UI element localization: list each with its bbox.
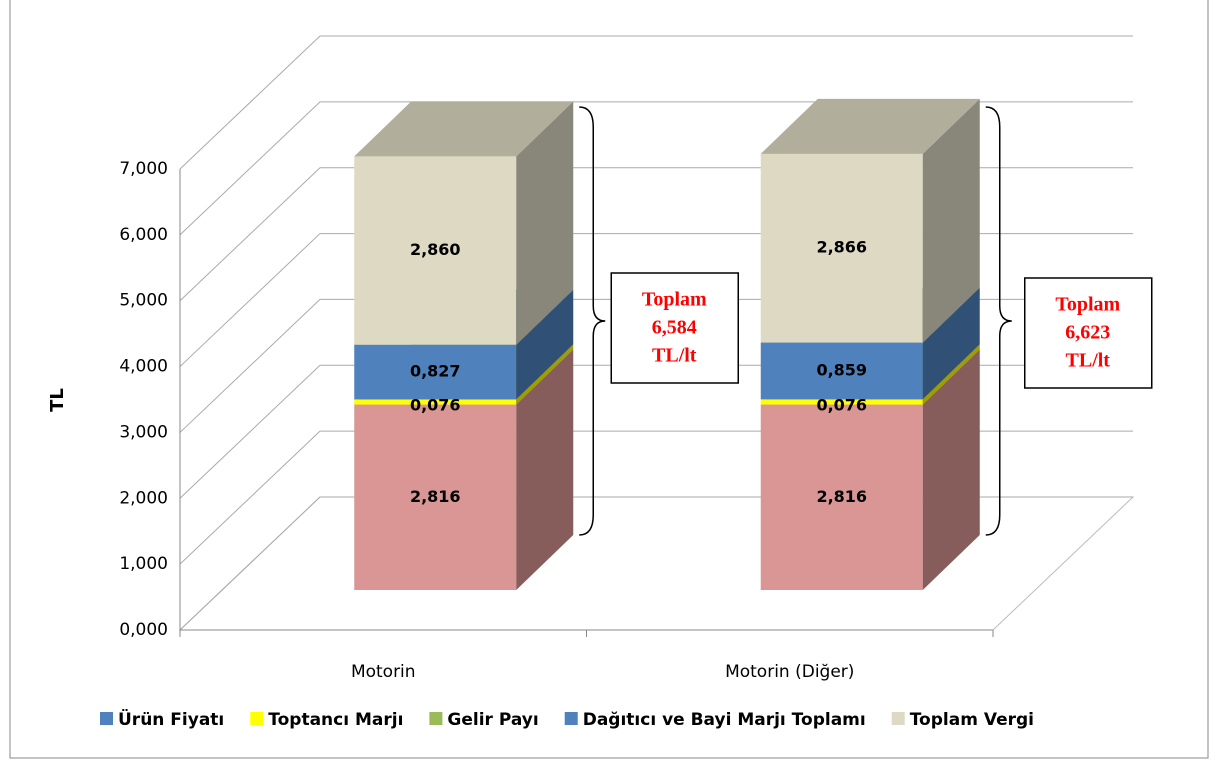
value-label: 2,860 (410, 240, 461, 259)
x-tick-label: Motorin (351, 662, 416, 682)
y-tick-label: 3,000 (119, 422, 168, 442)
annotation: TL/lt (652, 345, 697, 367)
annotation: Toplam (1055, 294, 1120, 316)
legend-swatch (892, 712, 905, 725)
value-label: 2,866 (816, 238, 867, 257)
legend-label: Toplam Vergi (910, 710, 1034, 730)
annotation: Toplam (642, 289, 707, 311)
legend-swatch (429, 712, 442, 725)
value-label: 0,076 (816, 396, 867, 415)
legend-swatch (100, 712, 113, 725)
value-label: 0,859 (816, 360, 867, 379)
value-label: 0,076 (410, 396, 461, 415)
legend-swatch (250, 712, 263, 725)
y-tick-label: 2,000 (119, 488, 168, 508)
x-tick-label: Motorin (Diğer) (725, 662, 854, 682)
y-tick-label: 5,000 (119, 291, 168, 311)
legend-label: Ürün Fiyatı (118, 708, 224, 730)
y-tick-label: 7,000 (119, 159, 168, 179)
y-tick-label: 1,000 (119, 554, 168, 574)
annotation: 6,584 (652, 317, 697, 339)
legend-label: Dağıtıcı ve Bayi Marjı Toplamı (583, 710, 866, 730)
value-label: 2,816 (410, 487, 461, 506)
value-label: 0,827 (410, 361, 461, 380)
y-tick-label: 0,000 (119, 620, 168, 640)
y-tick-label: 6,000 (119, 225, 168, 245)
value-label: 2,816 (816, 487, 867, 506)
annotation: TL/lt (1066, 350, 1111, 372)
bar-segment (761, 99, 980, 343)
legend-label: Toptancı Marjı (268, 710, 403, 730)
annotation: 6,623 (1065, 322, 1110, 344)
legend-label: Gelir Payı (447, 710, 538, 730)
legend-swatch (565, 712, 578, 725)
bar-segment (354, 101, 573, 344)
y-axis-title: TL (47, 388, 68, 412)
y-tick-label: 4,000 (119, 357, 168, 377)
